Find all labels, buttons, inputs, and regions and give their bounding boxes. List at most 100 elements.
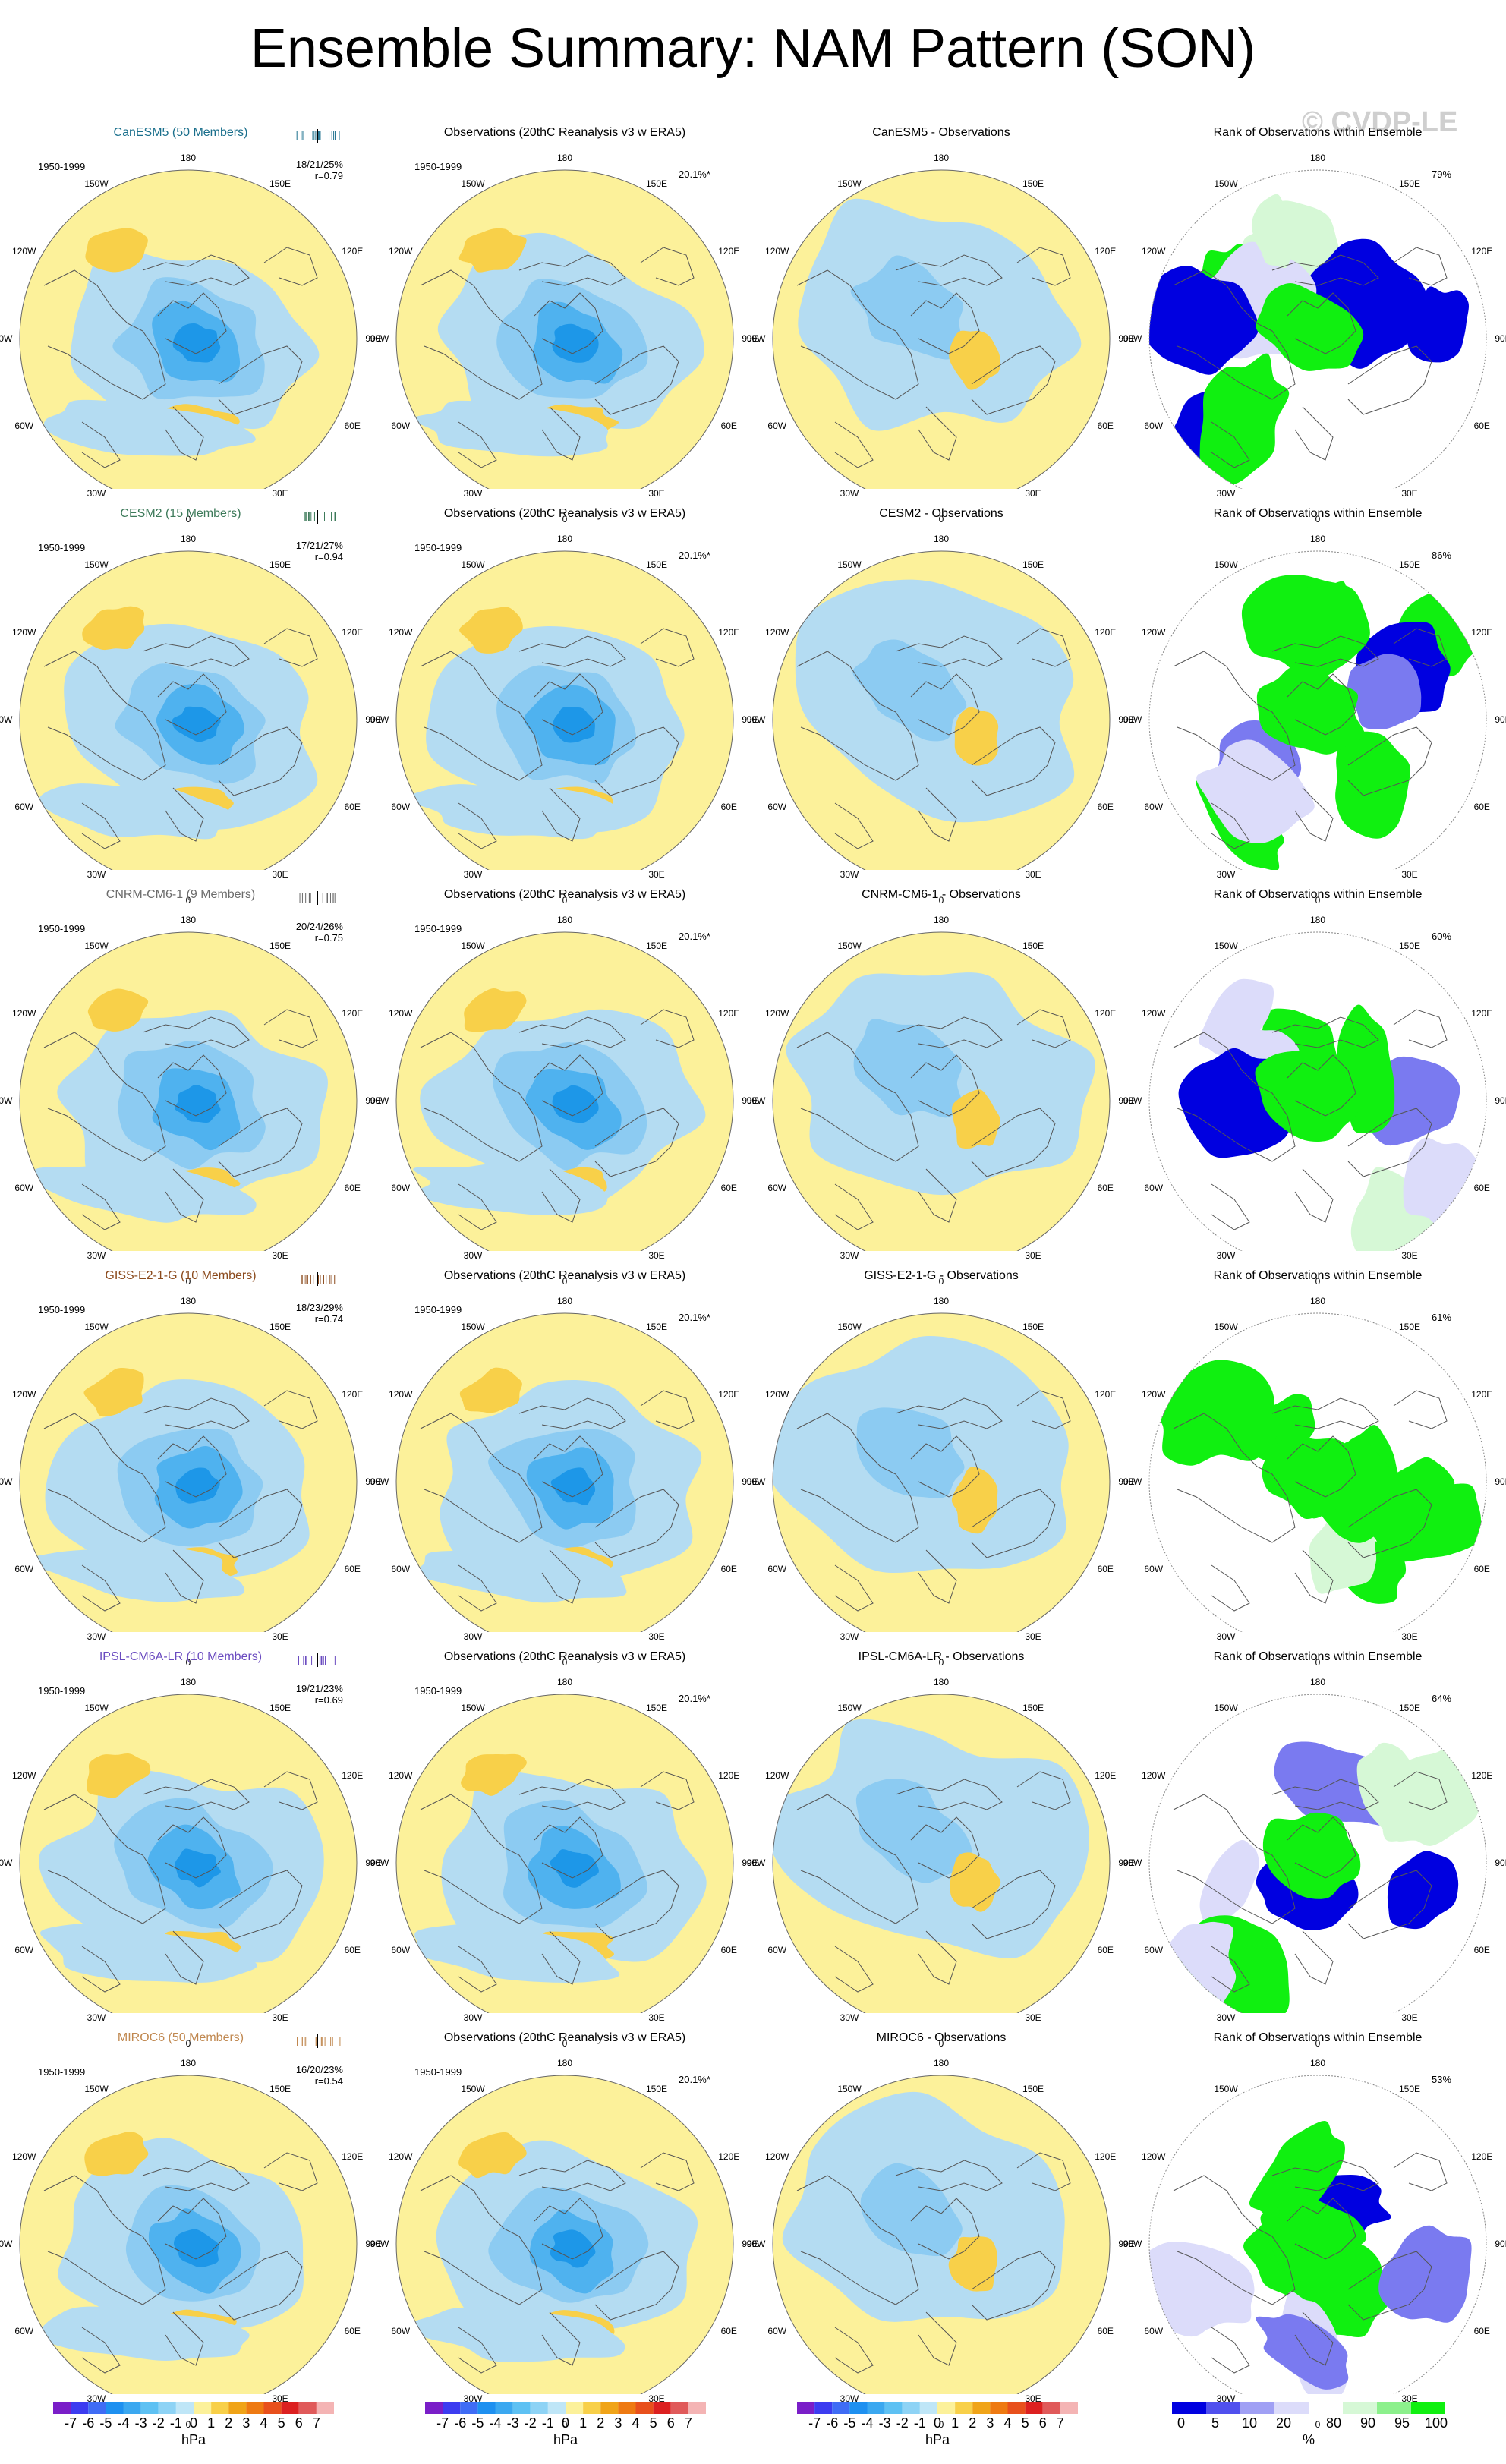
lon-label-lower-left: 30W bbox=[1216, 2393, 1236, 2405]
lon-label-bottom: 0 bbox=[938, 514, 944, 525]
coastline bbox=[1287, 2198, 1356, 2260]
colorbar-swatch bbox=[158, 2402, 176, 2414]
coastline bbox=[218, 1108, 303, 1177]
negative-region bbox=[414, 1546, 627, 1603]
negative-region bbox=[412, 1163, 608, 1215]
coastline bbox=[918, 406, 957, 461]
coastline bbox=[541, 1930, 581, 1985]
lon-label-lower-left: 30W bbox=[87, 488, 106, 499]
lon-label-right: 90E bbox=[1495, 2239, 1506, 2249]
colorbar-tick-label: -7 bbox=[436, 2415, 449, 2431]
negative-region bbox=[856, 1407, 965, 1498]
lon-label-top: 180 bbox=[1309, 153, 1326, 163]
lon-label-upper-right: 150E bbox=[645, 1702, 668, 1713]
coastline bbox=[640, 1009, 695, 1048]
lon-label-mid-upper-right: 120E bbox=[1471, 246, 1493, 257]
lon-label-top: 180 bbox=[556, 534, 573, 544]
rank-map bbox=[1148, 1312, 1487, 1632]
positive-region bbox=[83, 1367, 144, 1417]
obs-panel: 180 0 150W 150E 120W 120E 90W 90E 60W 60E 30W 30E Ob… bbox=[370, 1251, 758, 1668]
period-label: 1950-1999 bbox=[38, 542, 86, 553]
negative-region bbox=[411, 400, 608, 457]
lon-label-mid-lower-left: 60W bbox=[391, 1945, 411, 1955]
lon-label-mid-upper-right: 120E bbox=[718, 1008, 740, 1019]
lon-label-upper-left: 150W bbox=[461, 2083, 485, 2094]
lon-label-lower-right: 30E bbox=[1401, 2393, 1418, 2405]
lon-label-top: 180 bbox=[556, 915, 573, 925]
coastline bbox=[165, 1549, 204, 1604]
coastline bbox=[910, 292, 980, 354]
lon-label-mid-lower-left: 60W bbox=[391, 1564, 411, 1574]
map-border bbox=[19, 1694, 358, 2013]
negative-region bbox=[550, 2229, 596, 2268]
coastline bbox=[218, 2251, 303, 2321]
lon-label-upper-left: 150W bbox=[461, 559, 485, 570]
diff-panel: 180 0 150W 150E 120W 120E 90W 90E 60W 60E 30W 30E IP… bbox=[747, 1632, 1135, 2049]
colorbar-swatches bbox=[1172, 2402, 1445, 2414]
diff-map bbox=[772, 550, 1111, 870]
lon-label-mid-upper-right: 120E bbox=[342, 1389, 364, 1400]
obs-map bbox=[395, 550, 734, 870]
coastline bbox=[1393, 247, 1448, 286]
lon-label-upper-left: 150W bbox=[837, 178, 862, 189]
model-map bbox=[19, 550, 358, 870]
diff-map bbox=[772, 931, 1111, 1251]
coastline bbox=[81, 1183, 121, 1230]
ensemble-stats: 17/21/27% r=0.94 bbox=[267, 540, 343, 562]
lon-label-top: 180 bbox=[1309, 915, 1326, 925]
obs-panel-title: Observations (20thC Reanalysis v3 w ERA5… bbox=[443, 1269, 686, 1282]
rank-map bbox=[1148, 169, 1487, 489]
coastline bbox=[541, 1168, 581, 1223]
coastline bbox=[971, 1108, 1056, 1177]
coastline bbox=[834, 1564, 874, 1612]
lon-label-right: 90E bbox=[742, 333, 758, 344]
lon-label-lower-left: 30W bbox=[1216, 1631, 1236, 1643]
negative-region bbox=[175, 1085, 221, 1123]
period-label: 1950-1999 bbox=[414, 1685, 462, 1697]
negative-region bbox=[172, 323, 221, 363]
lon-label-upper-left: 150W bbox=[84, 1702, 109, 1713]
lon-label-left: 90W bbox=[370, 333, 389, 344]
ensemble-stats: 18/21/25% r=0.79 bbox=[267, 159, 343, 181]
coastline bbox=[43, 269, 166, 400]
obs-panel-title: Observations (20thC Reanalysis v3 w ERA5… bbox=[443, 888, 686, 901]
colorbar-tick-label: 0 bbox=[1177, 2415, 1186, 2431]
coastline bbox=[81, 2327, 121, 2374]
lon-label-upper-right: 150E bbox=[1022, 178, 1044, 189]
coastline bbox=[420, 1794, 543, 1924]
rank-region bbox=[1378, 2225, 1472, 2323]
lon-label-mid-lower-left: 60W bbox=[767, 1183, 787, 1193]
coastline bbox=[1016, 1771, 1071, 1810]
coastline bbox=[796, 269, 919, 400]
map-border bbox=[1148, 931, 1487, 1251]
coastline bbox=[1287, 292, 1356, 354]
colorbar-tick-label: 2 bbox=[597, 2415, 605, 2431]
colorbar-tick-label: 4 bbox=[260, 2415, 268, 2431]
colorbar-swatch bbox=[884, 2402, 903, 2414]
lon-label-lower-left: 30W bbox=[87, 1631, 106, 1643]
coastline bbox=[594, 1108, 679, 1177]
map-border bbox=[1148, 550, 1487, 870]
colorbar-swatch bbox=[1025, 2402, 1043, 2414]
map-border bbox=[19, 550, 358, 870]
lon-label-mid-lower-right: 60E bbox=[720, 1183, 737, 1193]
lon-label-top: 180 bbox=[933, 1296, 950, 1306]
colorbar-swatch bbox=[1240, 2402, 1274, 2414]
map-border bbox=[772, 550, 1111, 870]
lon-label-bottom: 0 bbox=[185, 2038, 191, 2049]
positive-region bbox=[82, 606, 145, 651]
lon-label-left: 90W bbox=[0, 333, 13, 344]
lon-label-top: 180 bbox=[556, 2058, 573, 2069]
colorbar-swatch bbox=[495, 2402, 513, 2414]
lon-label-right: 90E bbox=[365, 333, 382, 344]
coastline bbox=[910, 1435, 980, 1498]
diff-panel-title: CNRM-CM6-1 - Observations bbox=[862, 888, 1021, 901]
obs-map bbox=[395, 169, 734, 489]
lon-label-bottom: 0 bbox=[562, 514, 568, 525]
positive-region bbox=[459, 607, 523, 654]
lon-label-mid-lower-right: 60E bbox=[1097, 802, 1114, 812]
lon-label-mid-lower-left: 60W bbox=[14, 1945, 34, 1955]
colorbar-swatch bbox=[919, 2402, 937, 2414]
lon-label-lower-right: 30E bbox=[1401, 1250, 1418, 1262]
coastline bbox=[1173, 269, 1296, 400]
